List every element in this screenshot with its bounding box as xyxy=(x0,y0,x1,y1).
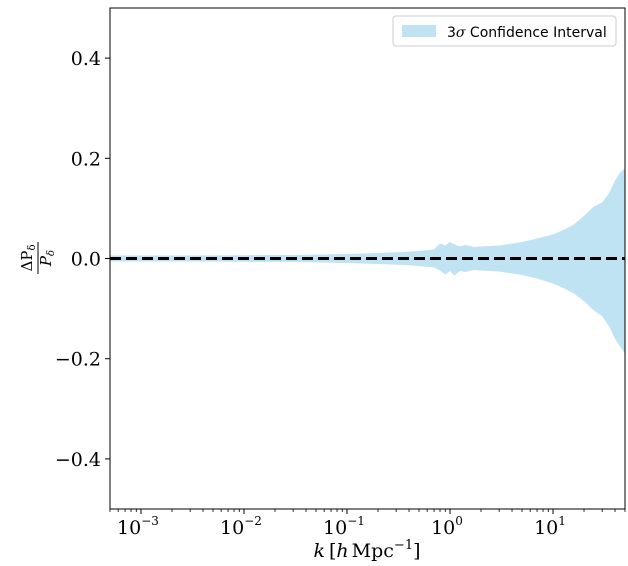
legend: 3σ Confidence Interval xyxy=(392,15,617,47)
y-tick-label: −0.4 xyxy=(55,449,101,471)
svg-text:Pδ: Pδ xyxy=(37,250,57,267)
legend-swatch xyxy=(402,25,436,37)
x-axis-ticks: 10−3 10−2 10−1 100 101 xyxy=(109,509,626,539)
y-axis-ticks: −0.4 −0.2 0.0 0.2 0.4 xyxy=(55,48,110,471)
y-axis-denominator-sub: δ xyxy=(46,250,57,256)
x-tick-exponent: 1 xyxy=(558,514,566,528)
x-tick-label: 100 xyxy=(431,514,463,539)
x-axis-title: k [h Mpc−1] xyxy=(313,538,420,562)
x-axis-h: h xyxy=(336,540,348,562)
x-tick-exponent: −1 xyxy=(347,514,365,528)
y-axis-numerator: ΔP xyxy=(18,251,36,272)
legend-box xyxy=(392,15,617,47)
x-axis-var: k xyxy=(313,540,325,562)
x-tick-base: 10 xyxy=(117,517,141,539)
x-tick-base: 10 xyxy=(534,517,558,539)
confidence-band xyxy=(110,168,625,354)
y-axis-denominator: P xyxy=(37,255,55,267)
y-tick-label: 0.0 xyxy=(71,249,101,271)
x-tick-exponent: −3 xyxy=(141,514,159,528)
legend-rest: Confidence Interval xyxy=(465,25,606,41)
x-tick-exponent: 0 xyxy=(455,514,463,528)
x-tick-label: 101 xyxy=(534,514,566,539)
x-tick-label: 10−1 xyxy=(323,514,365,539)
x-axis-exp: −1 xyxy=(394,538,413,553)
x-axis-bracket-close: ] xyxy=(413,540,420,562)
x-axis-mpc: Mpc xyxy=(352,540,394,562)
x-tick-base: 10 xyxy=(220,517,244,539)
y-axis-numerator-sub: δ xyxy=(27,245,38,251)
x-tick-exponent: −2 xyxy=(244,514,262,528)
x-tick-base: 10 xyxy=(323,517,347,539)
x-tick-label: 10−2 xyxy=(220,514,262,539)
legend-sigma-prefix: 3 xyxy=(447,25,456,41)
legend-sigma-symbol: σ xyxy=(456,25,466,41)
x-tick-label: 10−3 xyxy=(117,514,159,539)
x-tick-base: 10 xyxy=(431,517,455,539)
legend-label: 3σ Confidence Interval xyxy=(447,25,607,41)
svg-text:ΔPδ: ΔPδ xyxy=(18,245,38,272)
y-tick-label: −0.2 xyxy=(55,349,101,371)
y-axis-title: ΔPδ Pδ xyxy=(18,242,57,274)
y-tick-label: 0.4 xyxy=(71,48,101,70)
x-axis-bracket-open: [ xyxy=(329,540,336,562)
y-tick-label: 0.2 xyxy=(71,148,101,170)
